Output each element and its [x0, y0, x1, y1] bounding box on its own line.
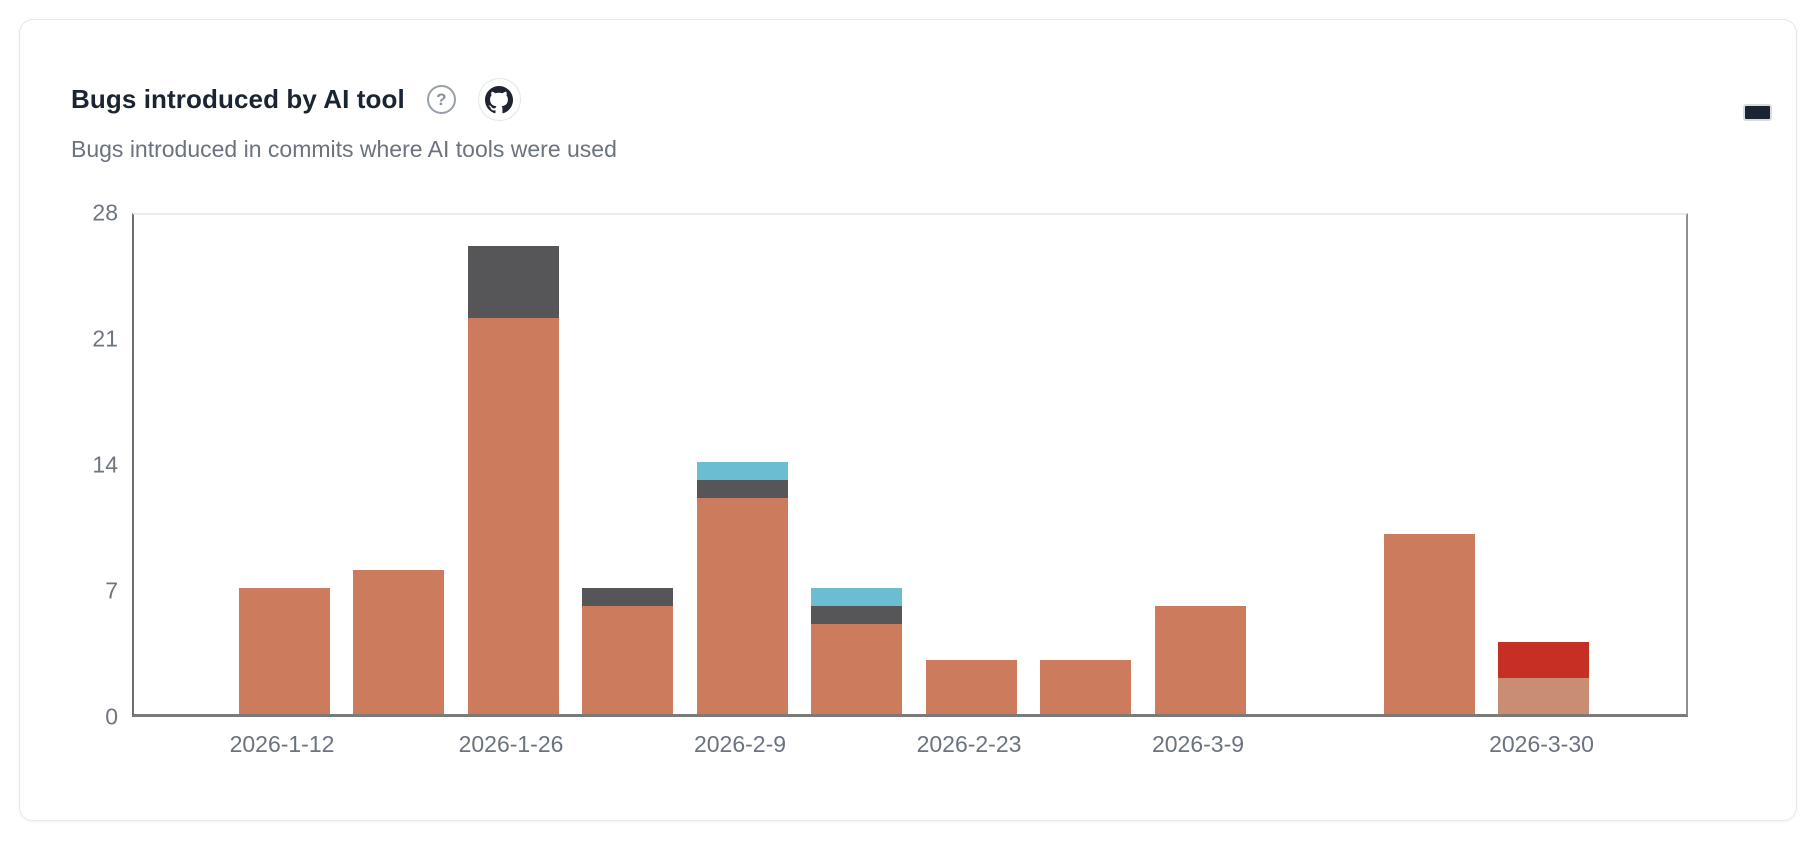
- y-tick-label-21: 21: [92, 325, 118, 352]
- bar-week-2026-3-23[interactable]: [1383, 534, 1475, 714]
- bar-segment-dark-gray[interactable]: [582, 588, 673, 606]
- card-header: Bugs introduced by AI tool ?: [71, 78, 521, 121]
- bar-segment-red[interactable]: [1498, 642, 1589, 678]
- bar-week-2026-2-23[interactable]: [925, 660, 1017, 714]
- bar-segment-orange[interactable]: [467, 318, 559, 714]
- bar-week-2026-3-9[interactable]: [1154, 606, 1246, 714]
- bar-segment-light-orange[interactable]: [1498, 678, 1589, 714]
- x-tick-label-2026-3-9: 2026-3-9: [1151, 731, 1245, 757]
- x-tick-label-2026-2-9: 2026-2-9: [693, 731, 787, 757]
- bar-week-2026-3-30[interactable]: [1498, 642, 1589, 714]
- bar-week-2026-3-2[interactable]: [1040, 660, 1131, 714]
- bar-segment-orange[interactable]: [238, 588, 330, 714]
- bar-segment-orange[interactable]: [811, 624, 902, 714]
- bar-segment-light-blue[interactable]: [811, 588, 902, 606]
- bar-segment-orange[interactable]: [696, 498, 788, 714]
- x-tick-label-2026-1-26: 2026-1-26: [458, 731, 564, 757]
- bar-segment-orange[interactable]: [1154, 606, 1246, 714]
- bar-week-2026-2-16[interactable]: [811, 588, 902, 714]
- x-tick-label-2026-1-12: 2026-1-12: [229, 731, 335, 757]
- x-tick-label-2026-3-30: 2026-3-30: [1489, 731, 1594, 757]
- bar-segment-orange[interactable]: [925, 660, 1017, 714]
- bar-segment-dark-gray[interactable]: [467, 246, 559, 318]
- bar-week-2026-2-9[interactable]: [696, 462, 788, 714]
- y-tick-label-14: 14: [92, 451, 118, 478]
- bar-segment-orange[interactable]: [582, 606, 673, 714]
- bar-segment-orange[interactable]: [353, 570, 444, 714]
- help-circle-icon[interactable]: ?: [426, 85, 456, 114]
- card-subtitle: Bugs introduced in commits where AI tool…: [71, 136, 617, 162]
- bar-week-2026-1-12[interactable]: [238, 588, 330, 714]
- bar-week-2026-1-26[interactable]: [467, 246, 559, 714]
- github-logo-glyph: [485, 85, 514, 113]
- github-mark-icon[interactable]: [477, 78, 521, 121]
- bar-week-2026-2-2[interactable]: [582, 588, 673, 714]
- card-title: Bugs introduced by AI tool: [71, 84, 405, 114]
- bar-segment-dark-gray[interactable]: [696, 480, 788, 498]
- y-tick-label-28: 28: [92, 199, 118, 226]
- bar-segment-dark-gray[interactable]: [811, 606, 902, 624]
- bar-segment-orange[interactable]: [1383, 534, 1475, 714]
- y-tick-label-7: 7: [105, 577, 118, 604]
- y-tick-label-0: 0: [105, 703, 118, 730]
- bar-segment-light-blue[interactable]: [696, 462, 788, 480]
- x-tick-label-2026-2-23: 2026-2-23: [916, 731, 1022, 757]
- bar-week-2026-1-19[interactable]: [353, 570, 444, 714]
- collapse-minus-icon[interactable]: [1743, 104, 1772, 121]
- bar-segment-orange[interactable]: [1040, 660, 1131, 714]
- stacked-bar-plot-area: [132, 213, 1688, 717]
